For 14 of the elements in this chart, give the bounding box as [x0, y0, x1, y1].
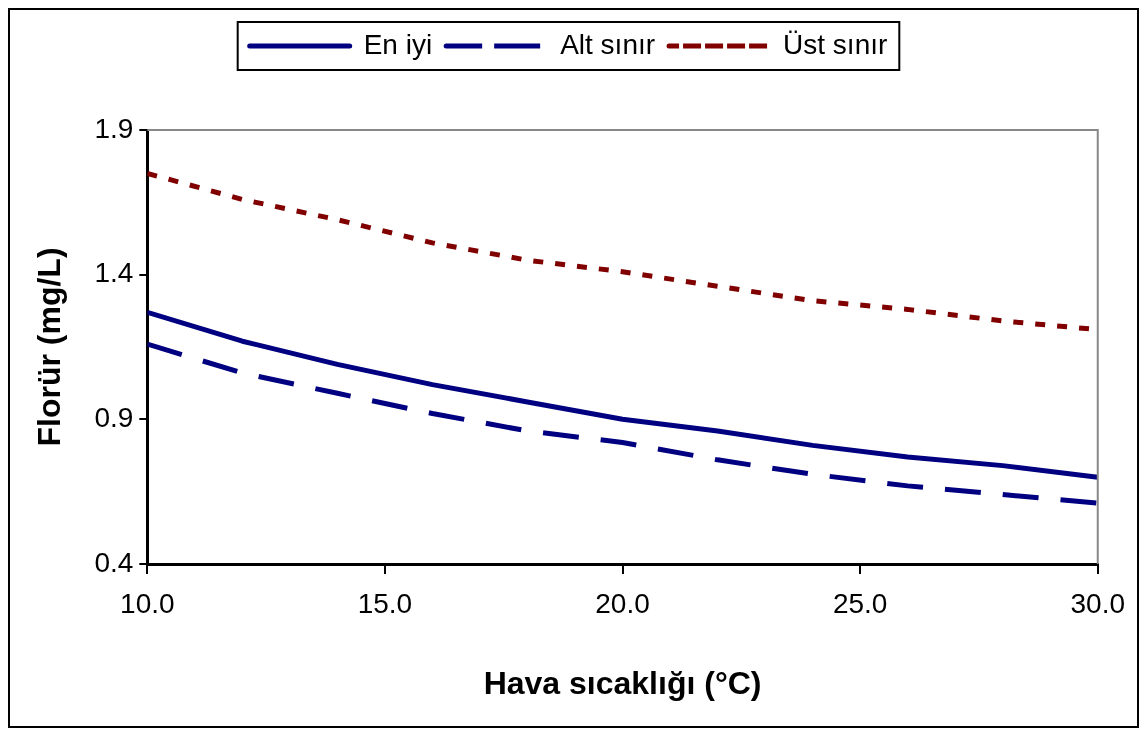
y-tick-label: 1.9 — [94, 112, 134, 144]
legend-label: Alt sınır — [560, 28, 656, 60]
x-axis-title: Hava sıcaklığı (°C) — [483, 664, 762, 701]
x-tick-label: 10.0 — [120, 587, 175, 619]
y-tick-label: 0.9 — [94, 402, 134, 434]
x-tick-label: 15.0 — [357, 587, 413, 619]
legend-label: En iyi — [363, 28, 433, 60]
y-tick-label: 1.4 — [94, 257, 134, 289]
legend-label: Üst sınır — [783, 28, 888, 60]
y-tick-label: 0.4 — [94, 546, 134, 578]
x-tick-label: 20.0 — [595, 587, 650, 619]
x-tick-label: 25.0 — [832, 587, 888, 619]
x-tick-label: 30.0 — [1070, 587, 1125, 619]
y-axis-title: Florür (mg/L) — [31, 247, 68, 447]
